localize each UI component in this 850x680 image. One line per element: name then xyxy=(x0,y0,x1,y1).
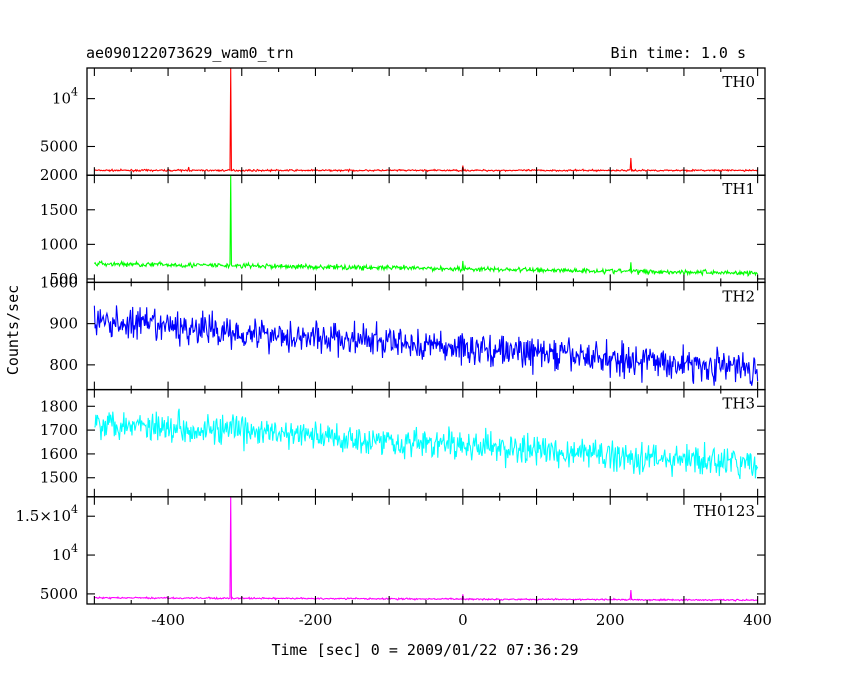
y-tick-label: 2000 xyxy=(40,166,78,184)
y-tick-label: 1800 xyxy=(40,397,78,415)
series-line-th0123 xyxy=(94,496,758,602)
y-tick-label: 5000 xyxy=(40,137,78,155)
series-line-th2 xyxy=(93,305,759,386)
y-tick-label: 1700 xyxy=(40,421,78,439)
y-tick-label: 1500 xyxy=(40,469,78,487)
panel-label-th2: TH2 xyxy=(722,287,755,305)
panel-th3: 1500 1600 1700 1800 TH3 xyxy=(40,388,766,498)
panel-label-th0123: TH0123 xyxy=(694,502,755,520)
y-tick-label: 1600 xyxy=(40,445,78,463)
y-tick-label: 1000 xyxy=(40,235,78,253)
panel-label-th0: TH0 xyxy=(722,73,755,91)
series-line-th0 xyxy=(94,68,759,173)
y-tick-label: 900 xyxy=(49,315,78,333)
y-tick-label: 1.5×104 xyxy=(15,503,78,525)
panel-frame xyxy=(86,496,766,605)
x-tick-label: 200 xyxy=(596,611,625,629)
y-tick-label: 800 xyxy=(49,356,78,374)
panel-th2: 800 900 1000 TH2 xyxy=(40,273,766,391)
x-tick-label: -200 xyxy=(299,611,333,629)
y-axis-label: Counts/sec xyxy=(4,285,22,375)
bin-time-label: Bin time: 1.0 s xyxy=(610,44,746,62)
y-tick-label: 5000 xyxy=(40,585,78,603)
header-title: ae090122073629_wam0_trn xyxy=(86,44,294,62)
panel-th0: 5000 104 TH0 xyxy=(40,67,766,176)
panel-frame xyxy=(86,174,766,284)
x-axis-label: Time [sec] 0 = 2009/01/22 07:36:29 xyxy=(271,641,578,659)
y-tick-label: 1000 xyxy=(40,273,78,291)
y-tick-label: 500 xyxy=(49,270,78,288)
y-tick-label: 104 xyxy=(52,86,78,108)
y-tick-label: 1500 xyxy=(40,201,78,219)
x-tick-label: -400 xyxy=(151,611,185,629)
panel-label-th1: TH1 xyxy=(722,180,755,198)
series-line-th1 xyxy=(93,175,758,277)
series-line-th3 xyxy=(94,408,759,480)
panel-th0123: 5000 104 1.5×104 TH0123 xyxy=(15,496,766,605)
x-tick-label: 0 xyxy=(458,611,468,629)
panel-frame xyxy=(86,67,766,176)
y-tick-label: 104 xyxy=(52,542,78,564)
x-tick-label: 400 xyxy=(743,611,772,629)
panel-label-th3: TH3 xyxy=(722,395,755,413)
